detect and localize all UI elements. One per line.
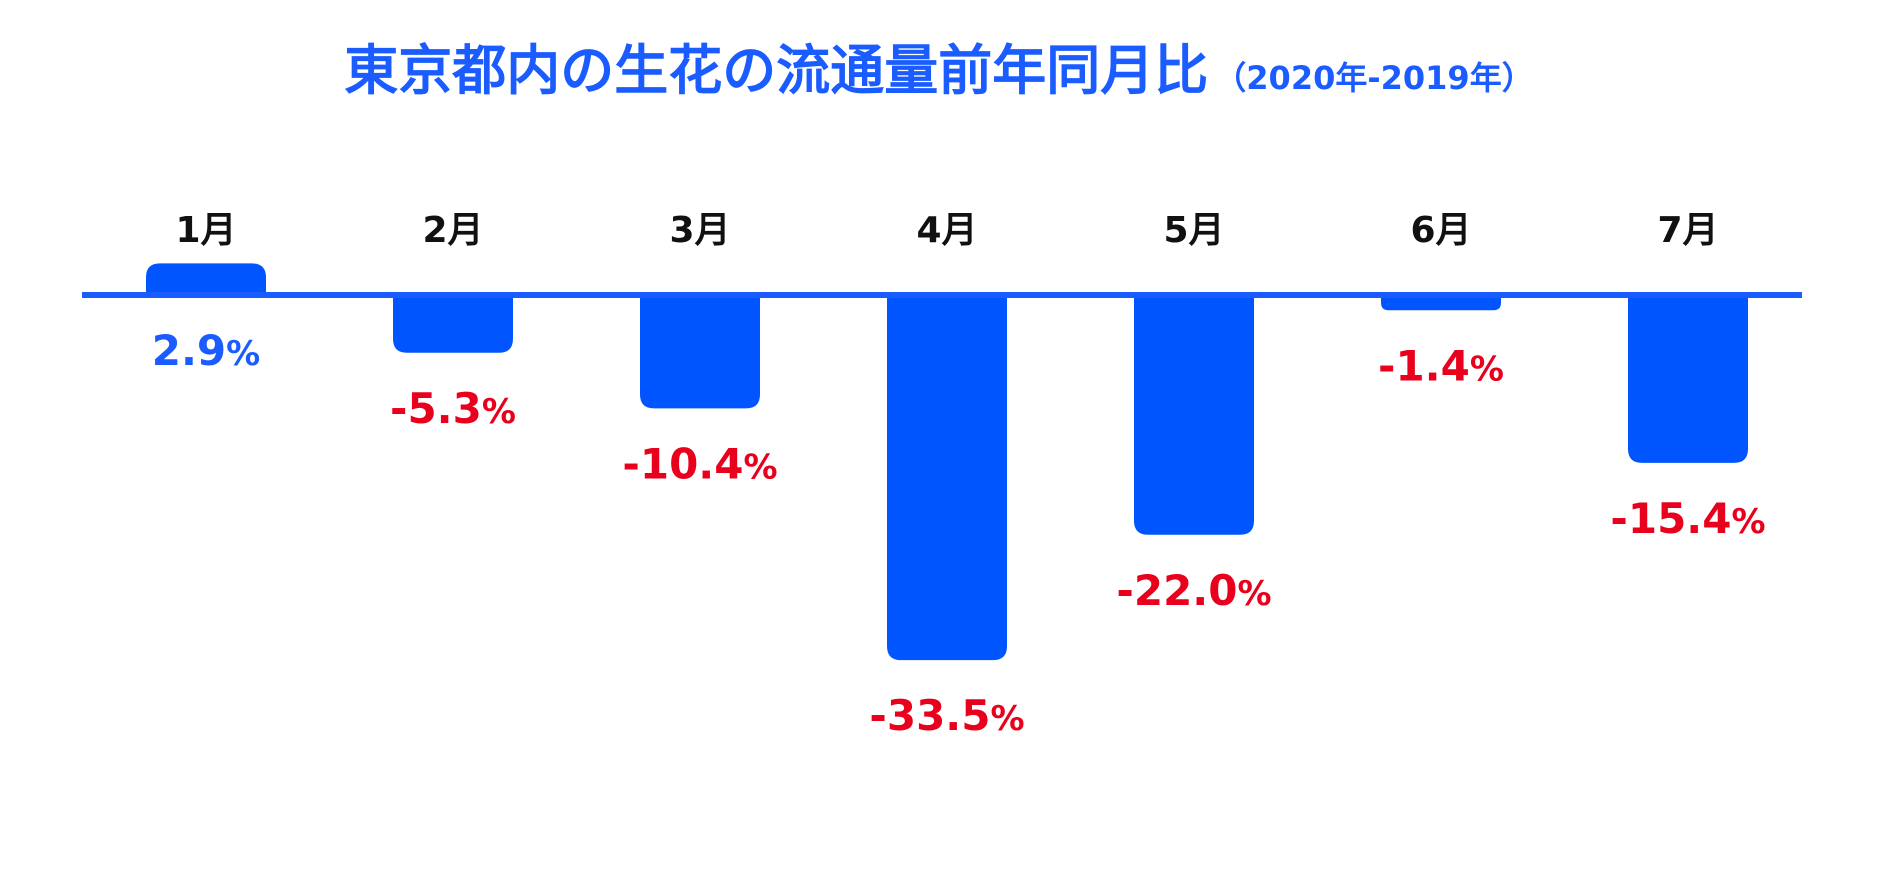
chart-title: 東京都内の生花の流通量前年同月比 （2020年-2019年） xyxy=(0,26,1878,105)
bar-1 xyxy=(146,263,266,295)
bar-4 xyxy=(887,295,1007,661)
labels-layer: 1月 2.9% 2月 -5.3% 3月 -10.4% 4月 -33.5% 5月 -22.0% 6月 -… xyxy=(152,210,1766,740)
value-label-3: -10.4% xyxy=(622,439,777,488)
value-label-6: -1.4% xyxy=(1378,341,1504,390)
bar-2 xyxy=(393,295,513,353)
month-label-2: 2月 xyxy=(422,210,483,251)
bar-5 xyxy=(1134,295,1254,535)
month-label-1: 1月 xyxy=(175,210,236,251)
value-label-1: 2.9% xyxy=(152,326,260,375)
value-label-4: -33.5% xyxy=(869,691,1024,740)
chart-subtitle: （2020年-2019年） xyxy=(1214,59,1534,97)
month-label-4: 4月 xyxy=(916,210,977,251)
month-label-3: 3月 xyxy=(669,210,730,251)
bars-layer xyxy=(146,263,1748,661)
value-label-7: -15.4% xyxy=(1610,494,1765,543)
month-label-7: 7月 xyxy=(1657,210,1718,251)
value-label-2: -5.3% xyxy=(390,384,516,433)
bar-7 xyxy=(1628,295,1748,463)
chart-title-main: 東京都内の生花の流通量前年同月比 xyxy=(344,39,1209,102)
value-label-5: -22.0% xyxy=(1116,566,1271,615)
bar-3 xyxy=(640,295,760,409)
bar-6 xyxy=(1381,295,1501,311)
month-label-6: 6月 xyxy=(1410,210,1471,251)
month-label-5: 5月 xyxy=(1163,210,1224,251)
